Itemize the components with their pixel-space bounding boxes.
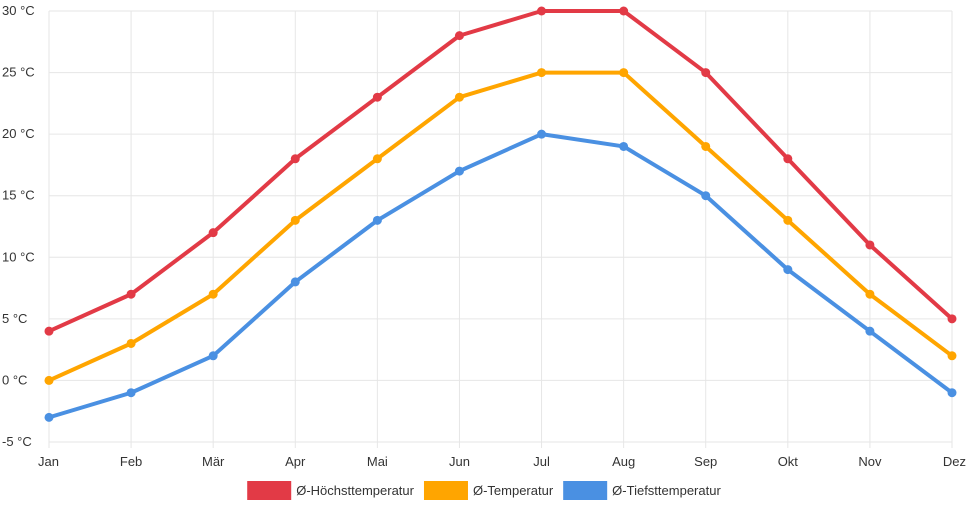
- y-tick-label: 25 °C: [2, 65, 35, 80]
- x-tick-label: Dez: [943, 454, 966, 469]
- legend-swatch: [423, 481, 468, 500]
- data-point[interactable]: [290, 154, 300, 164]
- x-tick-label: Feb: [120, 454, 142, 469]
- data-point[interactable]: [44, 412, 54, 422]
- x-tick-label: Mai: [367, 454, 388, 469]
- data-point[interactable]: [619, 68, 629, 78]
- data-point[interactable]: [947, 388, 957, 398]
- series-1: [44, 68, 957, 385]
- y-tick-label: 10 °C: [2, 249, 35, 264]
- data-point[interactable]: [701, 141, 711, 151]
- y-tick-label: 20 °C: [2, 126, 35, 141]
- data-point[interactable]: [947, 351, 957, 361]
- grid: [48, 10, 953, 448]
- data-point[interactable]: [126, 289, 136, 299]
- legend-item-2[interactable]: Ø-Tiefsttemperatur: [563, 481, 721, 500]
- data-point[interactable]: [208, 289, 218, 299]
- data-point[interactable]: [619, 141, 629, 151]
- y-axis-ticks: -5 °C 0 °C 5 °C 10 °C 15 °C 20 °C 25 °C 30 °C: [2, 3, 35, 449]
- legend-swatch: [563, 481, 608, 500]
- data-point[interactable]: [44, 326, 54, 336]
- y-tick-label: 0 °C: [2, 372, 27, 387]
- series-2: [44, 129, 957, 422]
- x-tick-label: Jul: [533, 454, 550, 469]
- data-point[interactable]: [372, 215, 382, 225]
- x-tick-label: Aug: [612, 454, 635, 469]
- data-point[interactable]: [208, 351, 218, 361]
- data-point[interactable]: [126, 388, 136, 398]
- x-tick-label: Mär: [202, 454, 225, 469]
- x-tick-label: Nov: [858, 454, 882, 469]
- data-point[interactable]: [44, 375, 54, 385]
- data-point[interactable]: [537, 129, 547, 139]
- data-point[interactable]: [783, 154, 793, 164]
- data-point[interactable]: [454, 31, 464, 41]
- series-line: [47, 9, 954, 334]
- data-point[interactable]: [783, 265, 793, 275]
- legend-label: Ø-Höchsttemperatur: [296, 483, 414, 498]
- x-tick-label: Apr: [285, 454, 306, 469]
- y-tick-label: 5 °C: [2, 311, 27, 326]
- data-point[interactable]: [208, 228, 218, 238]
- data-point[interactable]: [619, 6, 629, 16]
- data-point[interactable]: [865, 326, 875, 336]
- data-point[interactable]: [372, 154, 382, 164]
- data-point[interactable]: [537, 68, 547, 78]
- data-point[interactable]: [290, 277, 300, 287]
- legend-item-0[interactable]: Ø-Höchsttemperatur: [247, 481, 415, 500]
- data-point[interactable]: [537, 6, 547, 16]
- legend-label: Ø-Tiefsttemperatur: [612, 483, 721, 498]
- legend-label: Ø-Temperatur: [473, 483, 554, 498]
- series-line: [47, 70, 954, 383]
- series-line: [47, 132, 954, 420]
- y-tick-label: -5 °C: [2, 434, 32, 449]
- data-point[interactable]: [865, 240, 875, 250]
- legend: Ø-Höchsttemperatur Ø-Temperatur Ø-Tiefstte…: [247, 481, 721, 500]
- data-point[interactable]: [454, 92, 464, 102]
- data-point[interactable]: [865, 289, 875, 299]
- x-tick-label: Sep: [694, 454, 717, 469]
- x-tick-label: Jun: [449, 454, 470, 469]
- y-tick-label: 30 °C: [2, 3, 35, 18]
- data-point[interactable]: [947, 314, 957, 324]
- data-point[interactable]: [701, 191, 711, 201]
- data-point[interactable]: [372, 92, 382, 102]
- series-group: [44, 6, 957, 422]
- legend-item-1[interactable]: Ø-Temperatur: [423, 481, 554, 500]
- data-point[interactable]: [454, 166, 464, 176]
- legend-swatch: [247, 481, 292, 500]
- x-tick-label: Okt: [778, 454, 799, 469]
- data-point[interactable]: [126, 338, 136, 348]
- y-tick-label: 15 °C: [2, 188, 35, 203]
- x-tick-label: Jan: [38, 454, 59, 469]
- series-0: [44, 6, 957, 336]
- data-point[interactable]: [290, 215, 300, 225]
- x-axis-ticks: Jan Feb Mär Apr Mai Jun Jul Aug Sep Okt Nov Dez: [38, 454, 966, 469]
- data-point[interactable]: [701, 68, 711, 78]
- data-point[interactable]: [783, 215, 793, 225]
